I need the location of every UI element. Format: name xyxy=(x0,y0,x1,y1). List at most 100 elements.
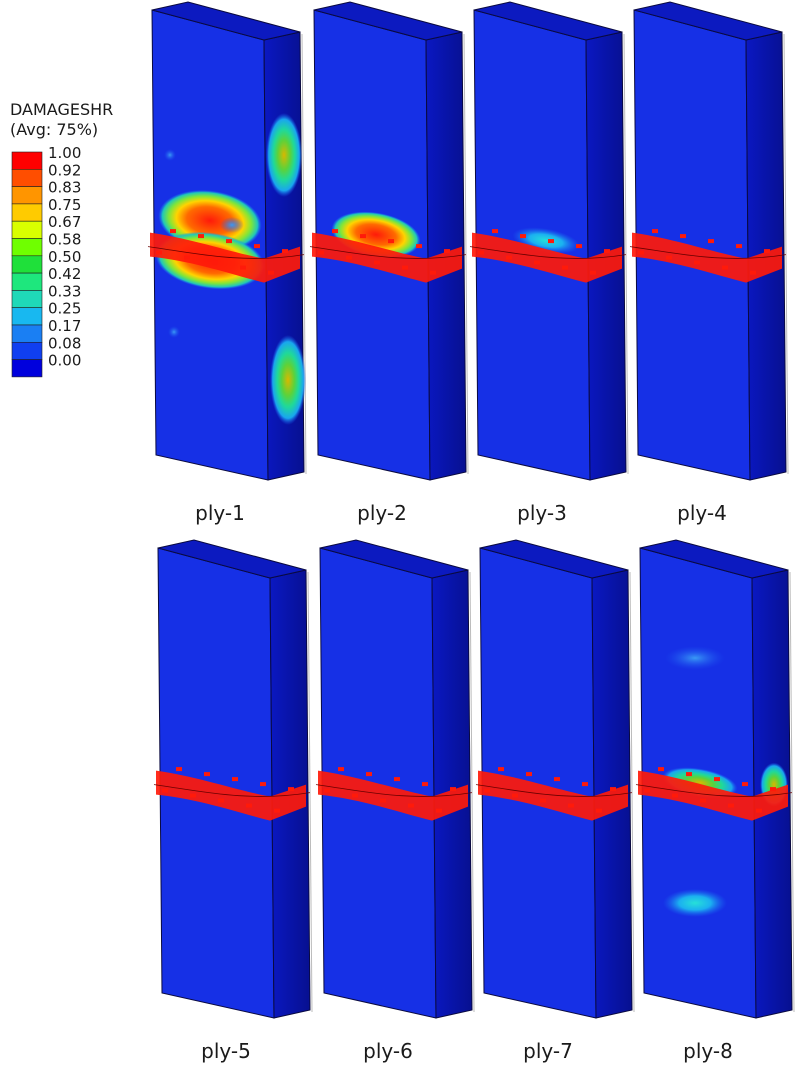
damage-fragment xyxy=(416,244,422,249)
legend-swatch xyxy=(11,220,43,239)
panel-edge-line xyxy=(623,33,629,475)
damage-fragment xyxy=(700,798,706,803)
panel-top-face xyxy=(639,539,789,579)
legend-swatch xyxy=(11,151,43,170)
damage-fragment xyxy=(260,782,266,787)
damage-fragment xyxy=(498,767,504,772)
legend-value: 0.17 xyxy=(48,317,81,335)
damage-fragment xyxy=(652,229,658,234)
legend-swatch xyxy=(11,359,43,378)
legend-swatch xyxy=(11,203,43,222)
panel-top-face xyxy=(479,539,629,579)
damage-fragment xyxy=(268,270,274,275)
damage-fragment xyxy=(318,250,324,255)
panel-edge-line xyxy=(789,571,795,1013)
damage-fragment xyxy=(366,772,372,777)
legend-swatch xyxy=(11,255,43,274)
legend-value: 0.08 xyxy=(48,334,81,352)
damage-fragment xyxy=(520,234,526,239)
ply-panel xyxy=(635,539,795,1019)
legend-value: 0.50 xyxy=(48,248,81,266)
damage-fragment xyxy=(512,793,518,798)
legend-swatch xyxy=(11,272,43,291)
ply-panel xyxy=(153,539,313,1019)
panel-top-face xyxy=(319,539,469,579)
damage-contour xyxy=(164,149,176,161)
damage-fragment xyxy=(240,265,246,270)
ply-label: ply-6 xyxy=(363,1039,413,1063)
damage-contour xyxy=(270,335,306,425)
damage-fragment xyxy=(604,249,610,254)
damage-fragment xyxy=(274,808,280,813)
damage-fragment xyxy=(722,265,728,270)
legend-value: 0.25 xyxy=(48,300,81,318)
damage-fragment xyxy=(450,787,456,792)
legend-swatch xyxy=(11,238,43,257)
band-crack-line xyxy=(635,784,793,797)
damage-fragment xyxy=(226,239,232,244)
damage-fragment xyxy=(388,239,394,244)
damage-fragment xyxy=(590,270,596,275)
ply-panel xyxy=(629,1,789,481)
damage-fragment xyxy=(484,788,490,793)
damage-fragment xyxy=(254,244,260,249)
damage-band xyxy=(472,232,622,283)
damage-fragment xyxy=(436,808,442,813)
legend-value: 0.92 xyxy=(48,161,81,179)
damage-band xyxy=(478,770,628,821)
damage-fragment xyxy=(246,803,252,808)
damage-fragment xyxy=(170,229,176,234)
panel-edge-line xyxy=(469,571,475,1013)
ply-panel xyxy=(147,1,307,481)
damage-fragment xyxy=(492,229,498,234)
damage-contour xyxy=(220,217,244,233)
band-crack-line xyxy=(153,784,311,797)
legend-swatch xyxy=(11,324,43,343)
damage-fragment xyxy=(190,793,196,798)
damage-fragment xyxy=(352,793,358,798)
damage-fragment xyxy=(736,244,742,249)
damage-fragment xyxy=(232,777,238,782)
damage-fragment xyxy=(742,782,748,787)
damage-fragment xyxy=(346,255,352,260)
damage-fragment xyxy=(750,270,756,275)
ply-panel xyxy=(475,539,635,1019)
damage-fragment xyxy=(534,260,540,265)
legend-value: 0.75 xyxy=(48,196,81,214)
damage-fragment xyxy=(728,803,734,808)
legend-swatch xyxy=(11,186,43,205)
damage-fragment xyxy=(686,772,692,777)
legend-swatch xyxy=(11,307,43,326)
damage-band xyxy=(318,770,468,821)
panel-edge-line xyxy=(629,571,635,1013)
ply-panels: ply-1 ply-2 ply-3 ply-4 ply-5 ply-6 ply-7 ply-8 xyxy=(147,1,795,1063)
damage-band xyxy=(632,232,782,283)
legend-value: 0.00 xyxy=(48,352,81,370)
legend-value: 0.67 xyxy=(48,213,81,231)
legend-value: 0.42 xyxy=(48,265,81,283)
damage-fragment xyxy=(394,777,400,782)
legend-subtitle: (Avg: 75%) xyxy=(10,120,98,139)
legend-swatch xyxy=(11,341,43,360)
ply-panel xyxy=(315,539,475,1019)
legend-values: 1.000.920.830.750.670.580.500.420.330.25… xyxy=(48,144,81,370)
damage-fragment xyxy=(162,788,168,793)
damage-fragment xyxy=(218,798,224,803)
panel-top-face xyxy=(313,1,463,41)
damage-band xyxy=(150,232,300,283)
panel-edge-line xyxy=(783,33,789,475)
damage-fragment xyxy=(282,249,288,254)
damage-fragment xyxy=(408,803,414,808)
band-crack-line xyxy=(475,784,633,797)
ply-label: ply-1 xyxy=(195,501,245,525)
ply-label: ply-8 xyxy=(683,1039,733,1063)
damage-fragment xyxy=(554,777,560,782)
damage-fragment xyxy=(444,249,450,254)
damage-fragment xyxy=(694,260,700,265)
damage-contour xyxy=(665,646,725,670)
damage-fragment xyxy=(324,788,330,793)
damage-fragment xyxy=(638,250,644,255)
damage-fragment xyxy=(506,255,512,260)
legend-value: 0.33 xyxy=(48,282,81,300)
damage-fragment xyxy=(402,265,408,270)
